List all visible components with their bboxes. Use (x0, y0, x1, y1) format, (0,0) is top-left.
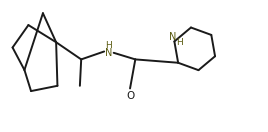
Text: N: N (105, 48, 113, 58)
Text: O: O (126, 91, 134, 101)
Text: H: H (106, 41, 112, 50)
Text: H: H (176, 38, 183, 47)
Text: N: N (169, 32, 176, 42)
